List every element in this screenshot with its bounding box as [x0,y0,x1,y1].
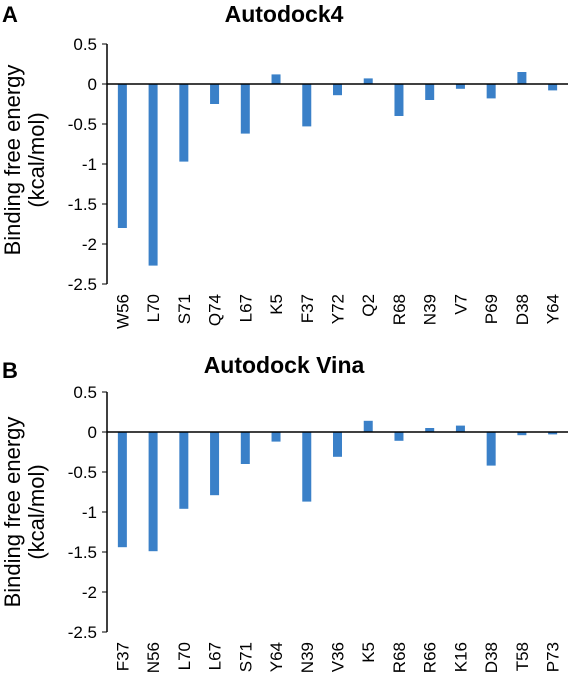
bar [517,72,527,84]
y-axis-label-a-line1: Binding free energy [0,65,25,256]
x-tick-label: Q2 [359,294,378,317]
x-tick-label: K5 [359,642,378,663]
x-tick-label: N39 [298,642,317,673]
y-axis-label-b-line1: Binding free energy [0,417,25,608]
x-tick-label: D38 [513,294,532,325]
bar [363,78,373,84]
x-tick-label: Q74 [206,294,225,326]
x-tick-label: N56 [144,642,163,673]
y-tick-label: -0.5 [68,463,97,482]
bar [271,432,281,442]
bar [302,432,312,502]
y-tick-label: 0 [88,423,97,442]
y-tick-label: -2.5 [68,275,97,294]
bar [425,428,435,432]
y-tick-label: -1 [82,155,97,174]
bar [148,432,158,552]
panel-letter-b: B [2,358,18,383]
x-tick-label: L70 [144,294,163,322]
y-tick-label: 0 [88,75,97,94]
x-tick-label: F37 [113,642,132,671]
bar [210,432,220,496]
x-tick-label: K5 [267,294,286,315]
x-tick-label: Y64 [267,642,286,672]
bar [548,432,558,435]
y-tick-label: 0.5 [73,35,97,54]
bar [179,432,189,509]
x-tick-label: R68 [390,642,409,673]
x-tick-label: V36 [329,642,348,672]
y-tick-label: -1 [82,503,97,522]
bar [455,425,465,432]
bar [179,84,189,162]
x-tick-label: L67 [236,294,255,322]
bar [486,432,496,466]
x-tick-label: S71 [236,642,255,672]
bar [117,84,127,228]
bar [271,74,281,84]
x-tick-label: Y64 [544,294,563,324]
bar [117,432,127,548]
y-tick-label: -2 [82,235,97,254]
x-tick-label: D38 [482,642,501,673]
bar [148,84,158,266]
panel-letter-a: A [2,2,18,27]
bar [240,432,250,464]
x-tick-label: L70 [175,642,194,670]
bar [394,84,404,116]
x-tick-label: R68 [390,294,409,325]
bar [548,84,558,91]
y-tick-label: -2.5 [68,623,97,642]
y-axis-label-a-line2: (kcal/mol) [24,112,49,207]
panel-a: A Autodock4 Binding free energy (kcal/mo… [0,1,568,329]
bar [425,84,435,100]
bar [517,432,527,436]
bar [486,84,496,99]
y-tick-label: -1.5 [68,543,97,562]
bar [210,84,220,104]
x-tick-label: N39 [421,294,440,325]
bar [302,84,312,127]
bar [333,432,342,457]
panel-b: B Autodock Vina Binding free energy (kca… [0,352,568,673]
x-tick-label: R66 [421,642,440,673]
x-tick-label: L67 [206,642,225,670]
x-tick-label: T58 [513,642,532,671]
x-tick-label: Y72 [329,294,348,324]
x-tick-label: P73 [544,642,563,672]
y-tick-label: -2 [82,583,97,602]
x-tick-label: F37 [298,294,317,323]
y-axis-label-b-line2: (kcal/mol) [24,464,49,559]
y-tick-label: -1.5 [68,195,97,214]
chart-title-a: Autodock4 [225,1,344,27]
x-tick-label: K16 [451,642,470,672]
x-tick-label: W56 [113,294,132,329]
bar [455,84,465,89]
x-tick-label: S71 [175,294,194,324]
bar [333,84,342,96]
bar [363,420,373,432]
y-tick-label: 0.5 [73,383,97,402]
y-tick-label: -0.5 [68,115,97,134]
bar [240,84,250,134]
x-tick-label: V7 [451,294,470,315]
x-tick-label: P69 [482,294,501,324]
bar [394,432,404,441]
chart-title-b: Autodock Vina [204,352,365,378]
